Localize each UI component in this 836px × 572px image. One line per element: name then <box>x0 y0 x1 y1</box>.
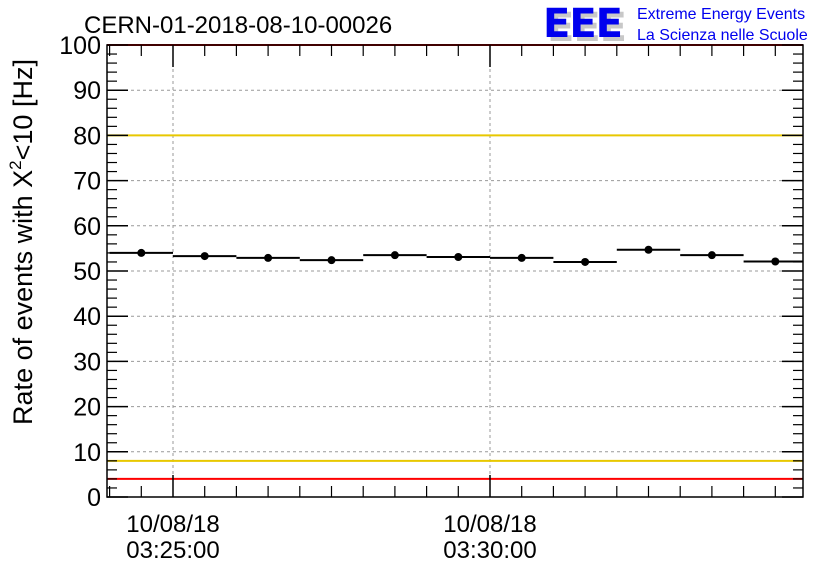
logo-line-1: Extreme Energy Events <box>637 6 805 23</box>
x-tick-label-date: 10/08/18 <box>126 511 219 538</box>
data-point <box>454 252 463 261</box>
data-point <box>644 245 653 254</box>
data-point <box>390 251 399 260</box>
logo-mark: EEE <box>543 1 622 47</box>
data-point <box>137 248 146 257</box>
y-axis-label-suffix: <10 [Hz] <box>8 59 38 160</box>
logo-line-2: La Scienza nelle Scuole <box>637 27 808 44</box>
y-tick-label: 20 <box>73 394 101 422</box>
data-point <box>327 256 336 265</box>
y-tick-label: 70 <box>73 168 101 196</box>
y-tick-label: 30 <box>73 348 101 376</box>
grid <box>107 45 803 497</box>
reference-lines <box>107 44 803 480</box>
data-point <box>581 257 590 266</box>
data-point <box>264 253 273 262</box>
data-series <box>109 245 803 266</box>
y-tick-label: 60 <box>73 213 101 241</box>
data-point <box>517 253 526 262</box>
y-axis-label: Rate of events with X2<10 [Hz] <box>6 59 38 425</box>
y-tick-label: 0 <box>87 484 101 512</box>
y-tick-label: 50 <box>73 258 101 286</box>
run-id-title: CERN-01-2018-08-10-00026 <box>84 12 392 39</box>
data-point <box>707 251 716 260</box>
x-tick-label-time: 03:30:00 <box>443 537 536 564</box>
y-tick-label: 40 <box>73 303 101 331</box>
y-tick-label: 10 <box>73 439 101 467</box>
y-axis: 0 10 20 30 40 50 60 70 80 90 100 <box>59 32 803 512</box>
y-axis-label-prefix: Rate of events with X <box>8 170 38 425</box>
logo-mark-shadow: EEE <box>547 5 626 51</box>
data-point <box>200 252 209 261</box>
y-tick-label: 90 <box>73 77 101 105</box>
y-axis-label-superscript: 2 <box>6 160 25 169</box>
y-tick-label: 100 <box>59 32 101 60</box>
data-point <box>771 257 780 266</box>
x-tick-label-time: 03:25:00 <box>126 537 219 564</box>
eee-logo: EEE EEE Extreme Energy Events La Scienza… <box>543 1 808 51</box>
y-tick-label: 80 <box>73 122 101 150</box>
x-tick-label-date: 10/08/18 <box>443 511 536 538</box>
